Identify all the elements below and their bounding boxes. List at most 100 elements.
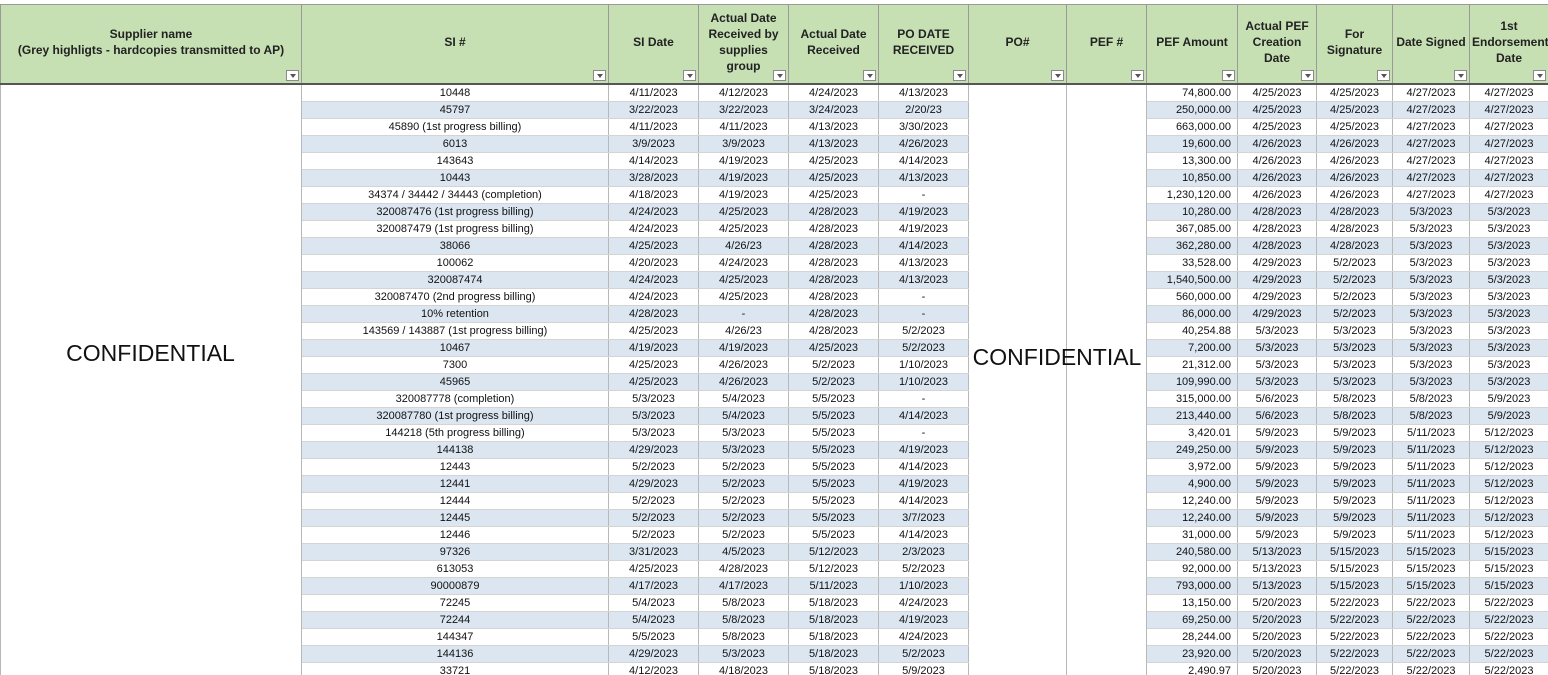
redaction-label: CONFIDENTIAL bbox=[972, 344, 1142, 370]
empty-cell bbox=[0, 611, 302, 629]
cell: 5/11/2023 bbox=[1392, 441, 1470, 459]
cell: 4/28/2023 bbox=[1237, 203, 1317, 221]
empty-cell bbox=[1066, 220, 1147, 238]
cell: 5/3/2023 bbox=[1237, 322, 1317, 340]
filter-button[interactable] bbox=[773, 70, 786, 81]
cell: 7300 bbox=[301, 356, 609, 374]
cell: 4/25/2023 bbox=[788, 339, 879, 357]
cell: 4/11/2023 bbox=[608, 118, 699, 136]
filter-button[interactable] bbox=[286, 70, 299, 81]
empty-cell bbox=[1066, 458, 1147, 476]
empty-cell bbox=[0, 203, 302, 221]
cell: 5/6/2023 bbox=[1237, 390, 1317, 408]
empty-cell bbox=[1066, 509, 1147, 527]
table-row: 320087780 (1st progress billing) 5/3/2023… bbox=[0, 407, 1548, 425]
filter-button[interactable] bbox=[1301, 70, 1314, 81]
cell: 5/11/2023 bbox=[1392, 424, 1470, 442]
cell: 4/28/2023 bbox=[1316, 237, 1393, 255]
cell: 5/22/2023 bbox=[1392, 628, 1470, 646]
empty-cell bbox=[1066, 407, 1147, 425]
cell: 4/29/2023 bbox=[608, 441, 699, 459]
empty-cell bbox=[968, 186, 1067, 204]
cell: 4/26/23 bbox=[698, 237, 789, 255]
table-row: 320087474 4/24/2023 4/25/2023 4/28/2023 4/13… bbox=[0, 271, 1548, 289]
cell: 5/15/2023 bbox=[1469, 543, 1548, 561]
empty-cell bbox=[1066, 254, 1147, 272]
cell: 4/13/2023 bbox=[878, 271, 969, 289]
column-header: Supplier name (Grey highligts - hardcopi… bbox=[0, 4, 302, 85]
cell: 4/19/2023 bbox=[608, 339, 699, 357]
empty-cell bbox=[968, 526, 1067, 544]
cell: 74,800.00 bbox=[1146, 84, 1238, 102]
column-header: Actual Date Received bbox=[788, 4, 879, 85]
cell: 12444 bbox=[301, 492, 609, 510]
cell: 5/2/2023 bbox=[608, 526, 699, 544]
cell: 5/4/2023 bbox=[698, 407, 789, 425]
cell: 250,000.00 bbox=[1146, 101, 1238, 119]
cell: 5/9/2023 bbox=[1237, 526, 1317, 544]
cell: 5/2/2023 bbox=[698, 509, 789, 527]
filter-button[interactable] bbox=[1377, 70, 1390, 81]
cell: 5/2/2023 bbox=[878, 339, 969, 357]
empty-cell bbox=[0, 492, 302, 510]
filter-button[interactable] bbox=[683, 70, 696, 81]
column-header: Actual Date Received by supplies group bbox=[698, 4, 789, 85]
cell: 5/4/2023 bbox=[608, 611, 699, 629]
empty-cell bbox=[968, 407, 1067, 425]
cell: 4/27/2023 bbox=[1469, 118, 1548, 136]
empty-cell bbox=[1066, 373, 1147, 391]
cell: 4/25/2023 bbox=[788, 186, 879, 204]
cell: 320087780 (1st progress billing) bbox=[301, 407, 609, 425]
cell: 4/25/2023 bbox=[608, 373, 699, 391]
filter-button[interactable] bbox=[1533, 70, 1546, 81]
cell: 4/26/2023 bbox=[1237, 135, 1317, 153]
filter-button[interactable] bbox=[1131, 70, 1144, 81]
cell: 5/22/2023 bbox=[1316, 628, 1393, 646]
cell: 5/3/2023 bbox=[1469, 305, 1548, 323]
data-table: Supplier name (Grey highligts - hardcopi… bbox=[0, 4, 1548, 675]
cell: 5/9/2023 bbox=[1469, 407, 1548, 425]
cell: 5/3/2023 bbox=[1316, 339, 1393, 357]
empty-cell bbox=[968, 271, 1067, 289]
empty-cell bbox=[0, 169, 302, 187]
filter-button[interactable] bbox=[1051, 70, 1064, 81]
cell: 4/29/2023 bbox=[608, 475, 699, 493]
cell: 613053 bbox=[301, 560, 609, 578]
filter-button[interactable] bbox=[953, 70, 966, 81]
cell: 4/24/2023 bbox=[608, 203, 699, 221]
filter-button[interactable] bbox=[1454, 70, 1467, 81]
cell: 3/9/2023 bbox=[698, 135, 789, 153]
cell: 3/30/2023 bbox=[878, 118, 969, 136]
cell: 5/2/2023 bbox=[878, 322, 969, 340]
cell: 4/25/2023 bbox=[698, 271, 789, 289]
column-header: PEF Amount bbox=[1146, 4, 1238, 85]
cell: 5/3/2023 bbox=[1469, 203, 1548, 221]
filter-button[interactable] bbox=[863, 70, 876, 81]
filter-button[interactable] bbox=[593, 70, 606, 81]
cell: 5/3/2023 bbox=[1392, 356, 1470, 374]
column-header: SI # bbox=[301, 4, 609, 85]
cell: 4/28/2023 bbox=[788, 254, 879, 272]
cell: 4/27/2023 bbox=[1392, 186, 1470, 204]
cell: 5/15/2023 bbox=[1316, 577, 1393, 595]
cell: 4/25/2023 bbox=[608, 237, 699, 255]
cell: 5/20/2023 bbox=[1237, 594, 1317, 612]
cell: 4/14/2023 bbox=[878, 458, 969, 476]
table-row: 320087778 (completion) 5/3/2023 5/4/2023 5/… bbox=[0, 390, 1548, 408]
cell: 5/9/2023 bbox=[1316, 424, 1393, 442]
cell: 4/27/2023 bbox=[1392, 101, 1470, 119]
cell: 5/12/2023 bbox=[1469, 509, 1548, 527]
cell: 5/5/2023 bbox=[788, 441, 879, 459]
column-header: PO DATE RECEIVED bbox=[878, 4, 969, 85]
table-row: 45890 (1st progress billing) 4/11/2023 4/1… bbox=[0, 118, 1548, 136]
cell: - bbox=[698, 305, 789, 323]
cell: 4/28/2023 bbox=[788, 288, 879, 306]
empty-cell bbox=[0, 135, 302, 153]
cell: 21,312.00 bbox=[1146, 356, 1238, 374]
empty-cell bbox=[968, 135, 1067, 153]
empty-cell bbox=[0, 186, 302, 204]
cell: 5/2/2023 bbox=[878, 560, 969, 578]
empty-cell bbox=[968, 305, 1067, 323]
filter-button[interactable] bbox=[1222, 70, 1235, 81]
cell: 4/5/2023 bbox=[698, 543, 789, 561]
